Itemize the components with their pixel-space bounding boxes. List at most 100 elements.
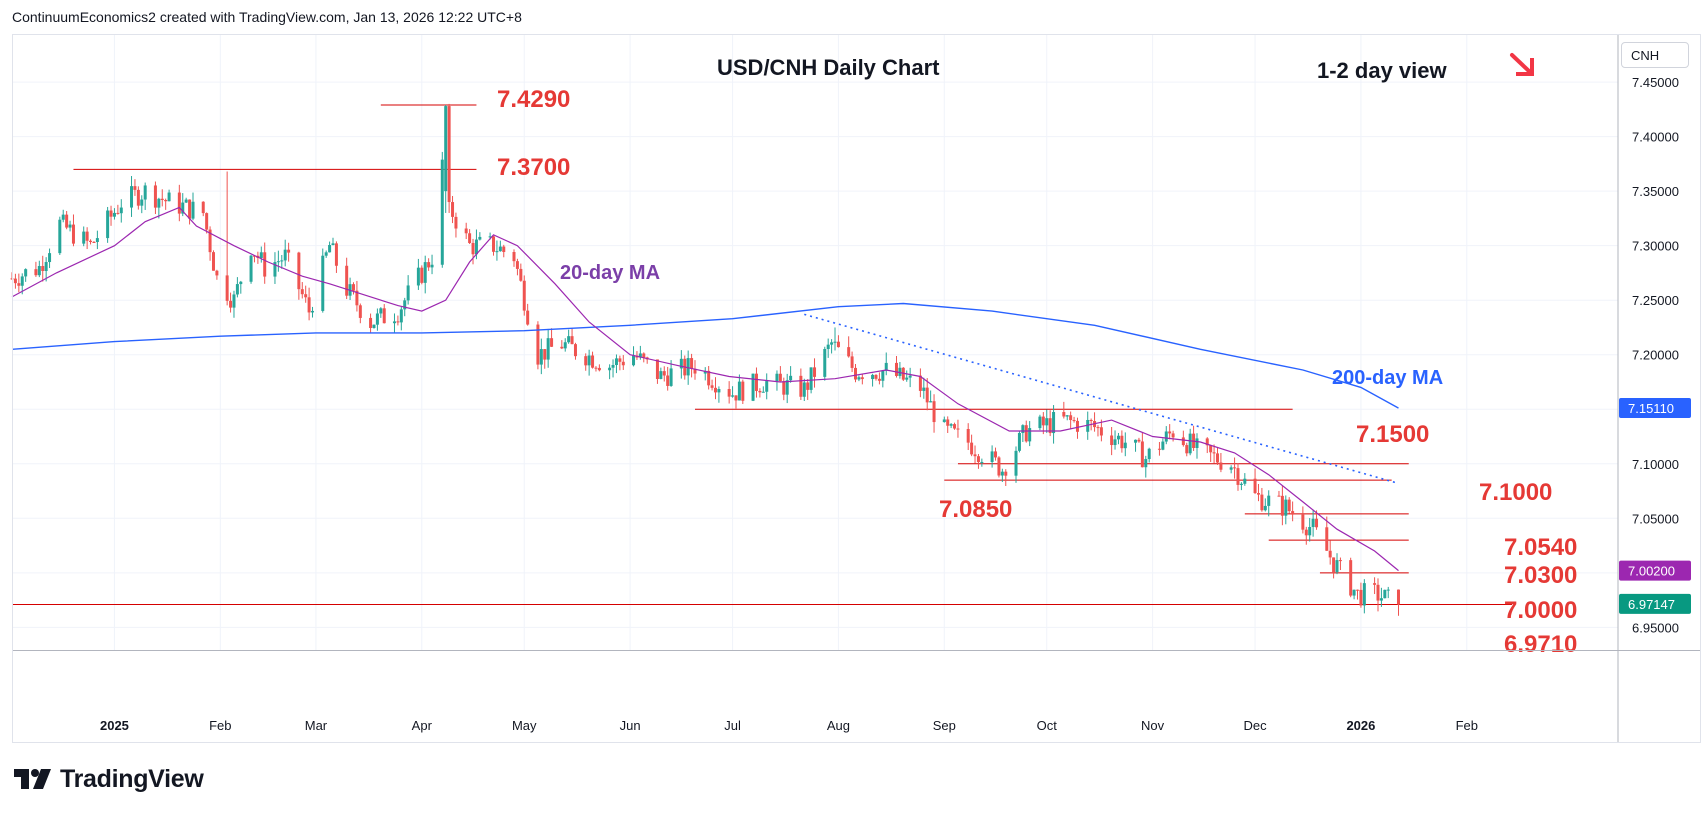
candle [211,250,215,271]
candle-body [1338,560,1342,562]
candle-body [382,308,386,324]
candle [423,255,427,294]
candle-body [331,243,335,246]
candle [348,277,352,301]
candle-body [679,358,683,369]
candle [1093,412,1097,432]
candle-body [591,355,595,368]
tradingview-logo[interactable]: TradingView [14,764,204,794]
candle-body [235,284,239,295]
candle-body [334,243,338,266]
candle [355,280,359,312]
candle [567,329,571,344]
candle [632,346,636,367]
candle [375,308,379,331]
candle-body [966,429,970,443]
candle [618,355,622,371]
candle-body [1236,468,1240,485]
candle-body [659,371,663,379]
symbol-selector[interactable]: CNH [1621,42,1689,68]
candle [273,252,277,284]
candle [1024,420,1028,443]
candle-body [130,186,134,208]
candle [1147,447,1151,463]
candle-body [1116,435,1120,440]
candle [1028,421,1032,447]
level-label: 7.0300 [1504,562,1577,589]
candle [874,374,878,381]
candle [1308,518,1312,542]
candle [177,184,181,222]
candle [1301,506,1305,534]
y-tick-label: 7.20000 [1632,348,1679,363]
chart-attribution: ContinuumEconomics2 created with Trading… [12,9,522,25]
candle-body [464,228,468,234]
candle [833,327,837,351]
candle [184,197,188,203]
candle-body [1219,462,1223,470]
candle [358,303,362,324]
candle [785,373,789,404]
candle-body [1209,445,1213,453]
candle [710,379,714,391]
candle-body [789,375,793,381]
candle-body [847,347,851,357]
support-resistance-levels [12,104,1512,605]
candle [1168,424,1172,440]
candle-body [37,266,41,276]
candle [225,171,229,306]
candle-body [1110,435,1114,446]
candle-body [836,341,840,348]
candle [1157,442,1161,456]
level-label: 7.1000 [1479,479,1552,506]
candle-body [526,310,530,325]
candle-body [741,381,745,401]
candle-body [232,294,236,308]
candle-body [925,387,929,403]
candle [300,282,304,299]
candle [905,370,909,382]
candle-body [1379,598,1383,601]
candle [287,242,291,262]
candle [717,386,721,403]
y-tick-label: 7.40000 [1632,130,1679,145]
candle [1017,430,1021,453]
candle [1396,589,1400,616]
candle [1014,446,1018,483]
price-badge-bg [1619,398,1691,419]
candle-body [949,424,953,426]
candle [662,366,666,382]
candle [143,182,147,210]
candle-body [112,212,116,217]
x-tick-label: 2025 [100,718,129,733]
grid [12,34,1618,650]
candle-body [324,252,328,256]
candle-body [929,401,933,403]
candle-body [642,353,646,358]
candle [181,193,185,217]
candle-body [133,186,137,190]
candle [1256,483,1260,502]
candle [713,377,717,400]
candle [447,103,451,213]
axes: 7.45000 7.40000 7.35000 7.30000 7.25000 7.200… [12,34,1701,743]
candle-body [311,310,315,313]
candle-body [252,255,256,257]
candle [1209,444,1213,462]
candle-body [990,451,994,462]
x-tick-label: Mar [305,718,328,733]
trendline-group [804,313,1399,485]
level-label: 7.1500 [1356,421,1429,448]
candle [1075,417,1079,439]
candle [420,265,424,285]
candle [1277,490,1281,497]
candle-body [1352,589,1356,596]
candle [205,212,209,234]
candle [1188,428,1192,456]
candle [1134,439,1138,452]
candle [970,434,974,457]
candle-body [471,243,475,255]
candle-body [1096,427,1100,429]
candle-body [946,419,950,426]
candle [263,242,267,284]
